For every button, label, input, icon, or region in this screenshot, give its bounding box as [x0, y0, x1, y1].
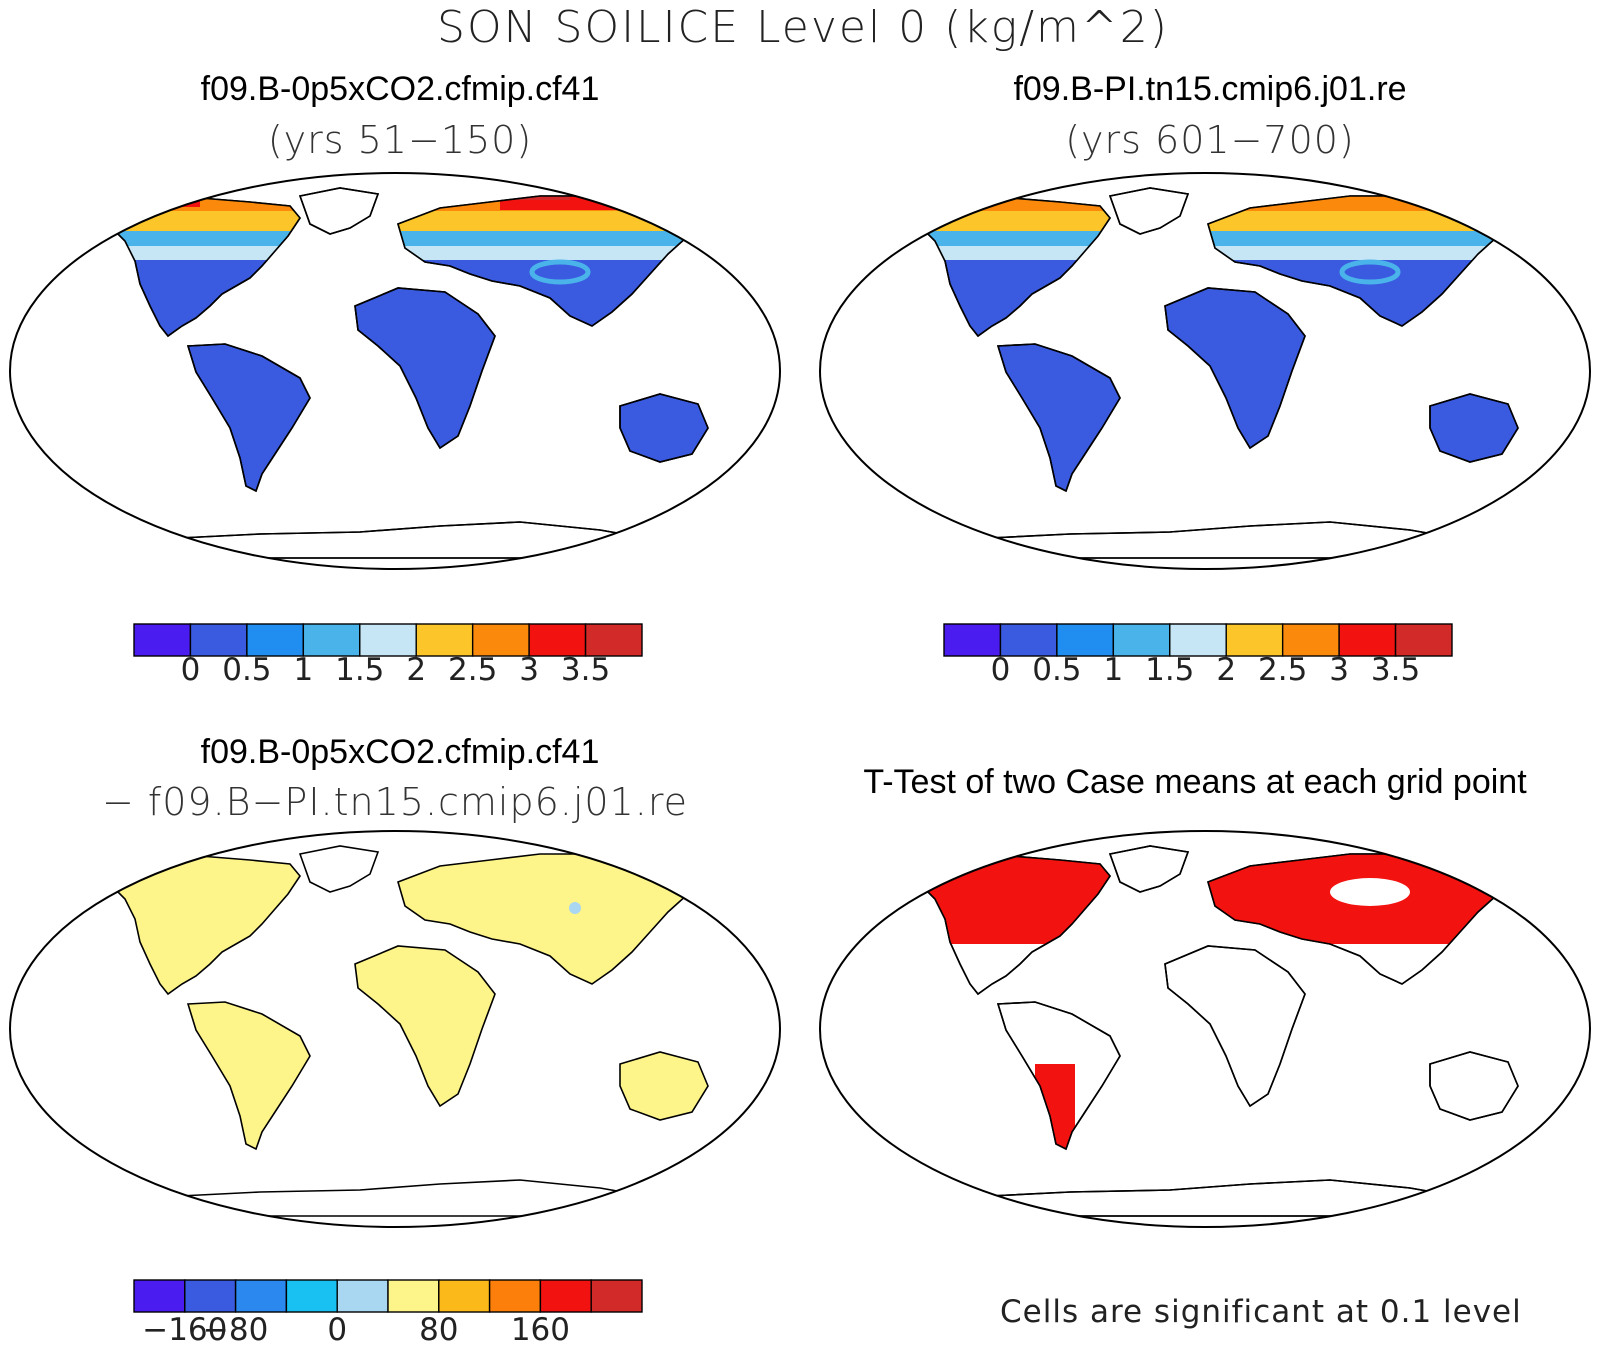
greenland-land	[298, 187, 380, 235]
panel1-years-subtitle: (yrs 51−150)	[267, 118, 533, 162]
colorbar-tick-label: 0	[181, 652, 201, 688]
antarctica-land	[97, 521, 703, 559]
colorbar-tick-label: 1	[1103, 652, 1123, 688]
globe-boundary	[819, 830, 1591, 1228]
colorbar-tick-label: −80	[203, 1312, 268, 1348]
colorbar-tick-label: 2.5	[448, 652, 497, 688]
soil-ice-higher-band	[105, 196, 690, 211]
colorbar-swatch	[488, 1279, 542, 1313]
colorbar-swatch	[1225, 623, 1284, 657]
colorbar-swatch	[189, 623, 248, 657]
greenland-land	[1108, 187, 1190, 235]
colorbar-tick-label: 2.5	[1258, 652, 1307, 688]
panel1-case-title: f09.B-0p5xCO2.cfmip.cf41	[200, 70, 600, 108]
colorbar-difference: −160−80 0 80 160	[133, 1279, 643, 1348]
colorbar-tick-label: 3.5	[1371, 652, 1420, 688]
colorbar-swatch	[1112, 623, 1171, 657]
colorbar-swatch	[285, 1279, 338, 1313]
colorbar-swatch	[234, 1279, 288, 1313]
colorbar-swatch	[133, 623, 192, 657]
panel3-difference-subtitle: − f09.B−PI.tn15.cmip6.j01.re	[101, 780, 689, 824]
figure-title: SON SOILICE Level 0 (kg/m^2)	[437, 2, 1169, 53]
colorbar-swatch	[539, 1279, 592, 1313]
colorbar-swatch	[528, 623, 587, 657]
antarctica-land	[907, 521, 1513, 559]
colorbar-swatch	[302, 623, 361, 657]
colorbar-tick-label: 3.5	[561, 652, 610, 688]
colorbar-case1: 0 0.5 1 1.5 2 2.5 3 3.5	[133, 623, 643, 688]
soil-ice-max-patch	[510, 196, 570, 200]
non-significant-gap	[1330, 878, 1410, 906]
colorbar-tick-label: 2	[406, 652, 426, 688]
australia-difference	[619, 1051, 709, 1121]
greenland-difference	[298, 845, 380, 893]
colorbar-swatch	[387, 1279, 440, 1313]
panel3-case-title: f09.B-0p5xCO2.cfmip.cf41	[200, 733, 600, 771]
colorbar-tick-label: −160	[142, 1312, 227, 1348]
colorbar-swatch	[1394, 623, 1453, 657]
greenland-outline	[1108, 845, 1190, 893]
significance-footnote: Cells are significant at 0.1 level	[1000, 1294, 1522, 1330]
colorbar-swatch	[133, 1279, 186, 1313]
eurasia-difference	[397, 853, 691, 985]
soil-ice-light-band	[105, 246, 690, 260]
globe-boundary	[819, 172, 1591, 570]
colorbar-tick-label: 3	[519, 652, 539, 688]
colorbar-tick-label: 0.5	[222, 652, 271, 688]
colorbar-tick-label: 3	[1329, 652, 1349, 688]
colorbar-swatch	[590, 1279, 643, 1313]
antarctica-outline	[907, 1179, 1513, 1217]
colorbar-swatch	[438, 1279, 491, 1313]
colorbar-tick-label: 2	[1216, 652, 1236, 688]
colorbar-tick-label: 1.5	[335, 652, 384, 688]
southAmerica-difference	[186, 1001, 311, 1151]
colorbar-tick-label: 1.5	[1145, 652, 1194, 688]
colorbar-case2: 0 0.5 1 1.5 2 2.5 3 3.5	[943, 623, 1453, 688]
colorbar-swatch	[999, 623, 1058, 657]
globe-boundary	[9, 830, 781, 1228]
tibet-soil-ice-ring	[529, 259, 591, 285]
map-panel-difference	[9, 830, 781, 1228]
panel2-years-subtitle: (yrs 601−700)	[1065, 118, 1355, 162]
colorbar-tick-label: 80	[419, 1312, 458, 1348]
colorbar-tick-label: 0	[991, 652, 1011, 688]
antarctica-difference	[97, 1179, 703, 1217]
map-panel-ttest	[819, 830, 1591, 1228]
northAmerica-difference	[103, 855, 301, 996]
south-america-land	[996, 343, 1121, 493]
significant-cells-north	[915, 854, 1500, 944]
soil-ice-higher-band	[915, 196, 1500, 211]
colorbar-tick-label: 0.5	[1032, 652, 1081, 688]
colorbar-swatch	[184, 1279, 237, 1313]
colorbar-swatch	[584, 623, 643, 657]
globe-boundary	[9, 172, 781, 570]
colorbar-swatch	[359, 623, 417, 657]
colorbar-tick-label: 0	[327, 1312, 347, 1348]
africa-difference	[354, 945, 496, 1108]
soil-ice-light-band	[915, 246, 1500, 260]
tibet-soil-ice-ring	[1339, 259, 1401, 285]
map-panel-case2	[819, 172, 1591, 570]
colorbar-tick-label: 160	[511, 1312, 570, 1348]
colorbar-tick-label: 1	[293, 652, 313, 688]
south-america-land	[186, 343, 311, 493]
colorbar-swatch	[471, 623, 530, 657]
colorbar-swatch	[246, 623, 305, 657]
colorbar-swatch	[1056, 623, 1115, 657]
colorbar-swatch	[943, 623, 1002, 657]
panel2-case-title: f09.B-PI.tn15.cmip6.j01.re	[1013, 70, 1407, 108]
panel4-ttest-title: T-Test of two Case means at each grid po…	[863, 763, 1527, 801]
colorbar-swatch	[1281, 623, 1340, 657]
map-panel-case1	[9, 172, 781, 570]
colorbar-swatch	[415, 623, 474, 657]
negative-difference-spot	[569, 902, 581, 914]
colorbar-swatch	[336, 1279, 389, 1313]
